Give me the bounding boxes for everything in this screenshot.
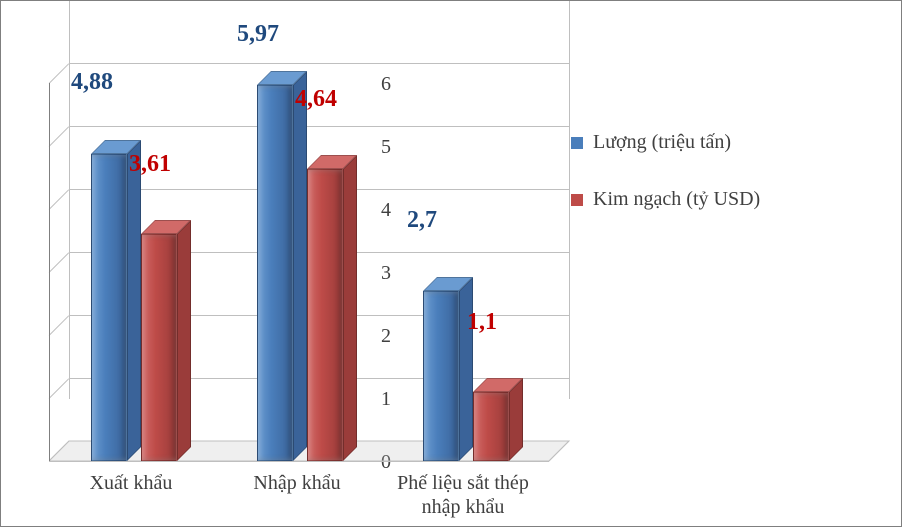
gridline [49, 126, 70, 147]
legend-marker [571, 137, 583, 149]
gridline [49, 252, 70, 273]
legend: Lượng (triệu tấn) Kim ngạch (tỷ USD) [571, 131, 861, 245]
gridline [69, 63, 569, 64]
x-category-label: Xuất khẩu [51, 471, 211, 495]
gridline [49, 315, 70, 336]
legend-marker [571, 194, 583, 206]
legend-item-series1: Lượng (triệu tấn) [571, 131, 861, 154]
data-label: 5,97 [237, 21, 279, 48]
gridline [49, 63, 70, 84]
data-label: 4,88 [71, 69, 113, 96]
legend-label: Kim ngạch (tỷ USD) [593, 188, 760, 211]
chart-container: 0 1 2 3 4 5 6 [0, 0, 902, 527]
back-wall-left [69, 1, 70, 399]
data-label: 3,61 [129, 151, 171, 178]
gridline [69, 126, 569, 127]
legend-item-series2: Kim ngạch (tỷ USD) [571, 188, 861, 211]
legend-label: Lượng (triệu tấn) [593, 131, 731, 154]
data-label: 4,64 [295, 86, 337, 113]
gridline [49, 189, 70, 210]
x-category-label: Phế liệu sắt thép nhập khẩu [383, 471, 543, 519]
gridline [49, 378, 70, 399]
data-label: 2,7 [407, 207, 437, 234]
y-axis-line [49, 83, 50, 461]
back-wall-right [569, 1, 570, 399]
data-label: 1,1 [467, 309, 497, 336]
x-category-label: Nhập khẩu [217, 471, 377, 495]
